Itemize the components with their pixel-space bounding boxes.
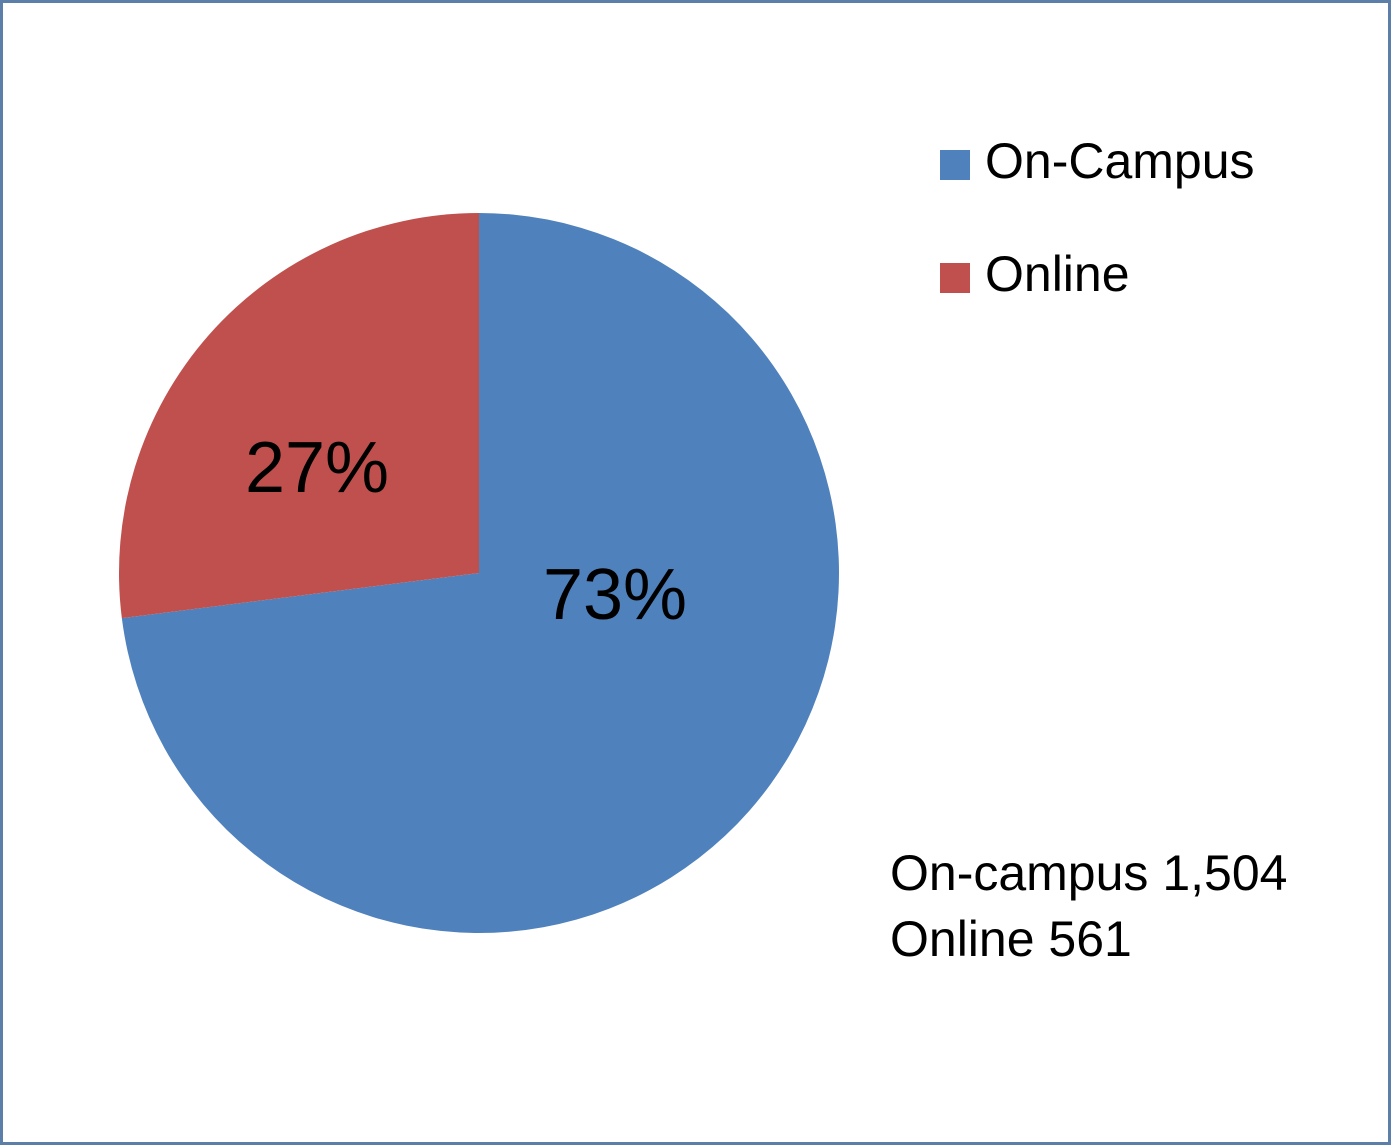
annotation: Online 561	[890, 911, 1132, 967]
data-label: 27%	[245, 428, 389, 508]
data-label: 73%	[543, 555, 687, 635]
legend-label: On-Campus	[985, 133, 1255, 189]
pie-slice	[121, 213, 840, 934]
pie-slice	[118, 213, 479, 619]
legend-swatch	[940, 150, 970, 180]
annotation: On-campus 1,504	[890, 845, 1287, 901]
legend-swatch	[940, 263, 970, 293]
legend-label: Online	[985, 246, 1130, 302]
